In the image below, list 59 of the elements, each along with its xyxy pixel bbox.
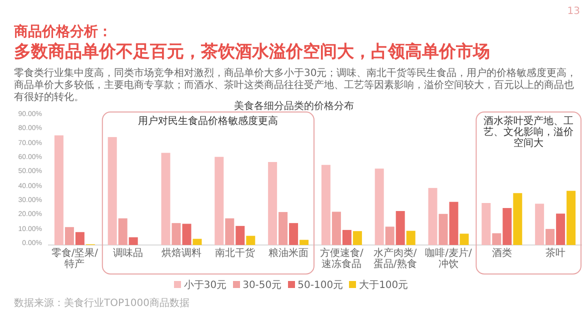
text: 13: [566, 6, 580, 18]
bar: [289, 223, 298, 245]
bar: [64, 227, 74, 245]
source-note: 数据来源：美食行业TOP1000商品数据: [14, 298, 190, 310]
x-tick-label: 方便速食/速冻食品: [319, 248, 364, 270]
bar: [54, 135, 64, 245]
bar: [352, 231, 362, 245]
legend-label: 30-50元: [242, 280, 282, 291]
bar: [161, 152, 170, 245]
x-tick-label: 烘焙调料: [160, 248, 202, 259]
bar: [225, 218, 234, 245]
bar: [236, 226, 245, 245]
bar: [460, 234, 469, 245]
x-tick-label: 水产肉类/蛋品/熟食: [372, 248, 418, 270]
legend-label: 小于30元: [184, 280, 227, 291]
bar: [492, 233, 502, 245]
legend-label: 大于100元: [359, 280, 408, 291]
bar: [75, 232, 84, 245]
bar: [192, 238, 202, 245]
bar: [428, 188, 438, 245]
bar: [332, 212, 341, 245]
bar: [566, 190, 576, 245]
x-tick-label: 粮油米面: [267, 248, 310, 259]
bar: [108, 137, 117, 245]
text: 商品价格分析：: [14, 24, 113, 41]
x-tick-label: 零食/坚果/特产: [50, 248, 100, 270]
bar: [535, 204, 544, 245]
bar: [214, 156, 224, 245]
bar: [182, 224, 192, 245]
x-tick-label: 调味品: [112, 248, 144, 259]
x-tick-label: 茶叶: [544, 248, 566, 259]
chart-title: 美食各细分品类的价格分布: [233, 101, 355, 113]
bar: [128, 237, 138, 245]
x-tick-label: 酒类: [490, 248, 513, 259]
text: 多数商品单价不足百元，茶饮酒水溢价空间大，占领高单价市场: [14, 42, 491, 62]
legend-label: 50-100元: [298, 280, 344, 291]
bar: [300, 240, 309, 245]
bar: [374, 168, 384, 245]
bar: [278, 212, 288, 245]
annotation: 酒水茶叶受产地、工艺、文化影响，溢价空间大: [482, 116, 575, 149]
bar: [396, 211, 405, 245]
bar: [502, 208, 512, 245]
annotation: 用户对民生食品价格敏感度更高: [137, 116, 280, 127]
bar: [118, 218, 128, 245]
x-tick-label: 南北干货: [214, 248, 256, 259]
bar: [556, 214, 566, 245]
bar: [342, 230, 352, 245]
bar: [172, 223, 181, 245]
bar: [406, 230, 416, 245]
bar: [438, 214, 448, 245]
bar: [246, 236, 256, 245]
bar: [268, 162, 278, 245]
bar: [321, 164, 330, 245]
bar: [546, 228, 555, 245]
bar: [385, 226, 394, 245]
bar: [513, 193, 522, 245]
bar: [449, 202, 458, 245]
x-tick-label: 咖啡/麦片/冲饮: [424, 248, 473, 270]
bar: [482, 203, 491, 245]
